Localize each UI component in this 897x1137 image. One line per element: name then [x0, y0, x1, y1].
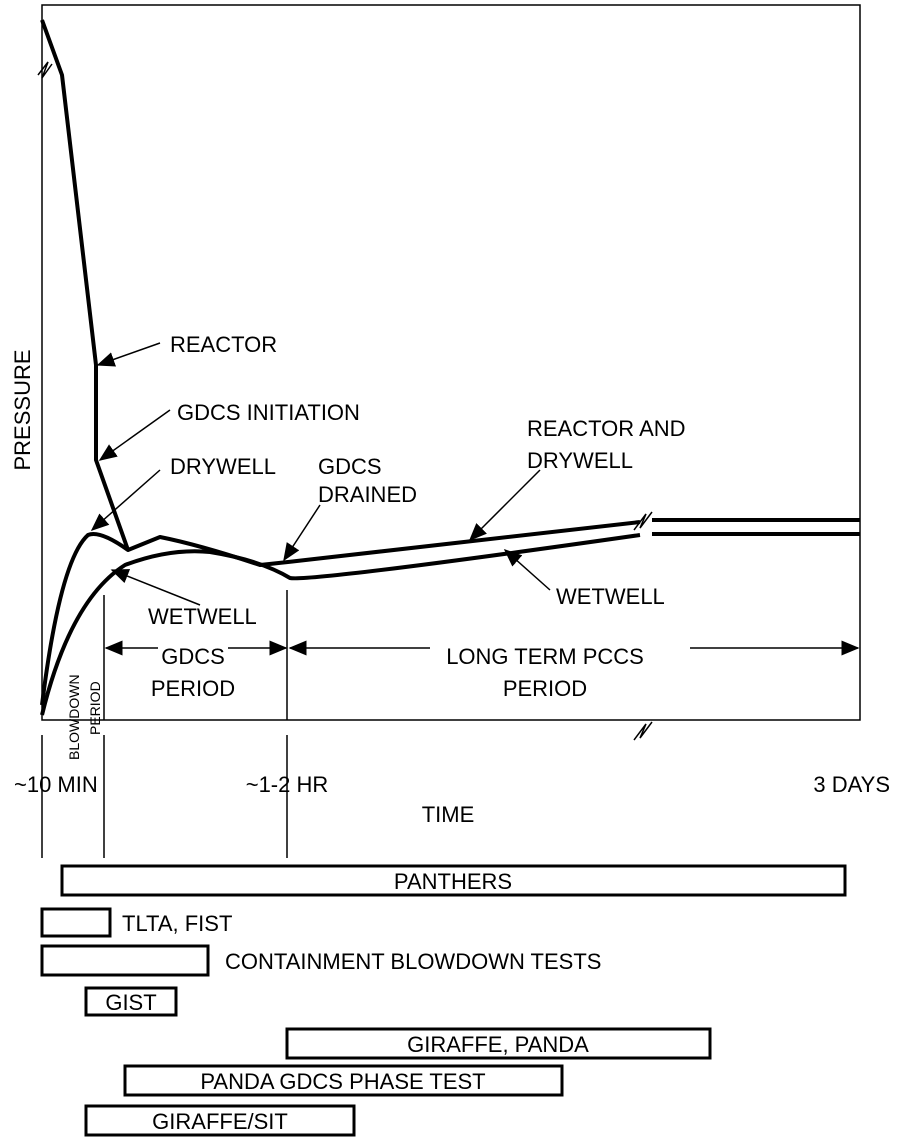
test: GIRAFFE/SIT: [152, 1109, 288, 1134]
x-tick: ~10 MIN: [14, 772, 98, 797]
plot-frame: [41, 4, 861, 721]
test: PANTHERS: [394, 869, 512, 894]
x-tick: 3 DAYS: [813, 772, 890, 797]
label: GDCS INITIATION: [177, 400, 360, 425]
test: CONTAINMENT BLOWDOWN TESTS: [225, 949, 601, 974]
label: GDCS: [318, 454, 382, 479]
curves: [37, 19, 860, 741]
label: DRYWELL: [527, 448, 633, 473]
label: GDCS: [161, 644, 225, 669]
test: PANDA GDCS PHASE TEST: [200, 1069, 485, 1094]
label: LONG TERM PCCS: [446, 644, 644, 669]
label: BLOWDOWN: [66, 674, 82, 760]
x-tick: ~1-2 HR: [246, 772, 329, 797]
test-bars: PANTHERS TLTA, FIST CONTAINMENT BLOWDOWN…: [40, 864, 847, 1137]
arrows: [41, 342, 860, 858]
test: TLTA, FIST: [122, 911, 232, 936]
test: GIST: [105, 990, 156, 1015]
label: WETWELL: [148, 604, 257, 629]
x-label: TIME: [422, 802, 475, 827]
label: PERIOD: [151, 676, 235, 701]
label: WETWELL: [556, 584, 665, 609]
test: GIRAFFE, PANDA: [407, 1032, 589, 1057]
label: PERIOD: [503, 676, 587, 701]
label: DRAINED: [318, 482, 417, 507]
label: DRYWELL: [170, 454, 276, 479]
y-label: PRESSURE: [10, 349, 35, 470]
label: REACTOR: [170, 332, 277, 357]
label: REACTOR AND: [527, 416, 686, 441]
label: PERIOD: [87, 681, 103, 735]
